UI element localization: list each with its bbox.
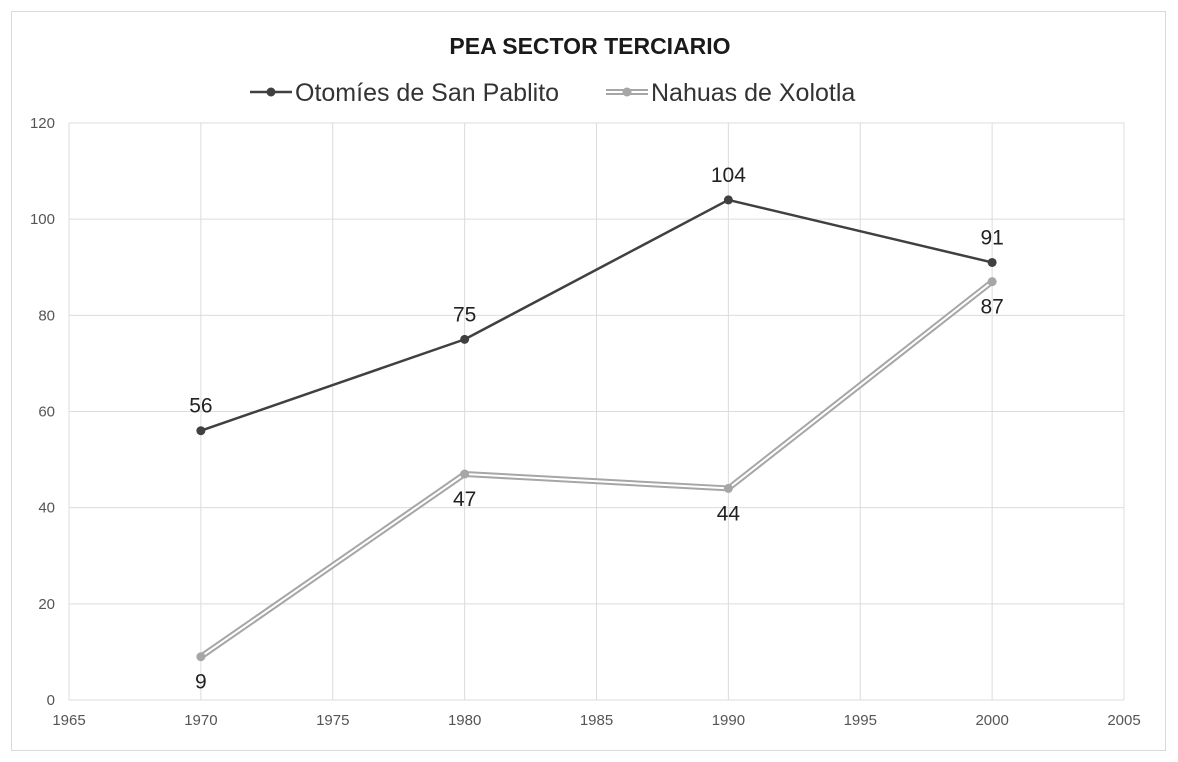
data-label: 87 <box>980 296 1003 319</box>
data-label: 75 <box>453 303 476 326</box>
series <box>196 195 997 662</box>
x-tick-label: 1975 <box>316 712 349 729</box>
x-tick-label: 1990 <box>712 712 745 729</box>
legend-label-otomies: Otomíes de San Pablito <box>295 79 559 107</box>
x-tick-label: 1995 <box>844 712 877 729</box>
y-tick-label: 40 <box>38 500 55 517</box>
data-point <box>723 195 733 205</box>
x-tick-label: 1965 <box>52 712 85 729</box>
series-0 <box>196 195 997 436</box>
data-point <box>196 652 206 662</box>
data-point <box>723 483 733 493</box>
data-label: 47 <box>453 488 476 511</box>
x-axis-ticks: 1965 1970 1975 1980 1985 1990 1995 2000 2005 <box>52 712 1140 729</box>
y-tick-label: 0 <box>47 692 55 709</box>
y-tick-label: 20 <box>38 596 55 613</box>
series-line-inner <box>200 280 993 658</box>
data-label: 91 <box>980 226 1003 249</box>
data-label: 44 <box>717 502 741 525</box>
data-label: 56 <box>189 395 212 418</box>
line-chart: PEA SECTOR TERCIARIO Otomíes de San Pabl… <box>30 33 1141 729</box>
chart-frame: PEA SECTOR TERCIARIO Otomíes de San Pabl… <box>11 11 1166 751</box>
x-tick-label: 1980 <box>448 712 481 729</box>
gridlines <box>68 122 1125 701</box>
data-label: 104 <box>711 164 746 187</box>
data-label: 9 <box>195 671 207 694</box>
data-labels: 56 75 104 91 9 47 44 87 <box>189 164 1004 694</box>
legend-marker-nahuas <box>622 87 632 97</box>
x-tick-label: 2005 <box>1107 712 1140 729</box>
series-1 <box>196 277 997 662</box>
series-line <box>200 198 993 432</box>
chart-title: PEA SECTOR TERCIARIO <box>449 33 730 59</box>
data-point <box>196 426 206 436</box>
legend: Otomíes de San Pablito Nahuas de Xolotla <box>250 79 855 107</box>
legend-item-nahuas: Nahuas de Xolotla <box>606 79 855 107</box>
y-tick-label: 60 <box>38 404 55 421</box>
y-axis-ticks: 0 20 40 60 80 100 120 <box>30 115 55 709</box>
legend-marker-otomies <box>266 87 276 97</box>
x-tick-label: 1970 <box>184 712 217 729</box>
legend-item-otomies: Otomíes de San Pablito <box>250 79 559 107</box>
y-tick-label: 80 <box>38 307 55 324</box>
data-point <box>460 469 470 479</box>
y-tick-label: 100 <box>30 211 55 228</box>
legend-label-nahuas: Nahuas de Xolotla <box>651 79 855 107</box>
x-tick-label: 2000 <box>975 712 1008 729</box>
data-point <box>987 257 997 267</box>
y-tick-label: 120 <box>30 115 55 132</box>
data-point <box>987 277 997 287</box>
data-point <box>460 334 470 344</box>
x-tick-label: 1985 <box>580 712 613 729</box>
